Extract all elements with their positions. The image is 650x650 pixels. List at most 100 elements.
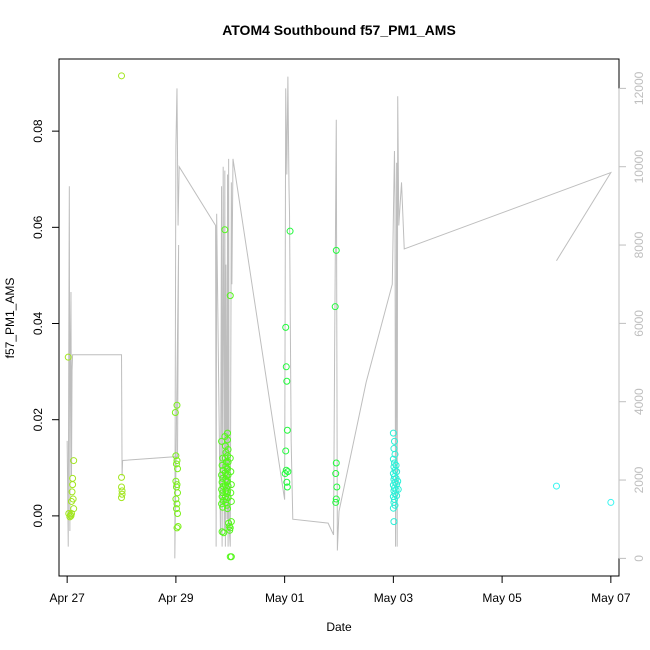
data-point bbox=[282, 323, 290, 331]
data-point bbox=[174, 522, 182, 530]
data-point bbox=[118, 72, 126, 80]
data-point bbox=[118, 473, 126, 481]
y2-tick-label: 6000 bbox=[632, 310, 646, 337]
data-point bbox=[282, 447, 290, 455]
x-tick-label: Apr 29 bbox=[158, 591, 194, 605]
data-point bbox=[283, 377, 291, 385]
data-point bbox=[282, 466, 290, 474]
data-point bbox=[68, 509, 75, 517]
data-point bbox=[393, 468, 401, 476]
data-point bbox=[226, 454, 234, 462]
y2-tick-label: 2000 bbox=[632, 466, 646, 493]
data-point bbox=[224, 458, 232, 466]
chart-title: ATOM4 Southbound f57_PM1_AMS bbox=[222, 22, 456, 38]
data-point bbox=[394, 485, 402, 493]
y2-tick-label: 12000 bbox=[632, 71, 646, 105]
data-point bbox=[227, 468, 235, 476]
data-point bbox=[333, 483, 341, 491]
y-tick-label: 0.04 bbox=[31, 312, 45, 336]
x-tick-label: May 07 bbox=[591, 591, 631, 605]
data-point bbox=[218, 485, 226, 493]
data-point bbox=[118, 494, 126, 502]
data-point bbox=[227, 518, 235, 526]
data-point bbox=[332, 495, 340, 503]
x-tick-label: May 01 bbox=[265, 591, 305, 605]
data-point bbox=[65, 509, 73, 517]
data-point bbox=[118, 487, 126, 495]
y2-tick-label: 10000 bbox=[632, 150, 646, 184]
data-point bbox=[224, 429, 232, 437]
data-point bbox=[171, 408, 179, 416]
data-point bbox=[332, 498, 340, 506]
data-point bbox=[607, 498, 615, 506]
data-point bbox=[218, 461, 226, 469]
data-point bbox=[223, 501, 231, 509]
data-point bbox=[173, 524, 181, 532]
data-point bbox=[227, 553, 235, 561]
data-point bbox=[389, 504, 397, 512]
y-axis-label: f57_PM1_AMS bbox=[3, 278, 17, 359]
data-point bbox=[224, 505, 232, 513]
data-point bbox=[224, 436, 232, 444]
y2-tick-label: 4000 bbox=[632, 388, 646, 415]
data-point bbox=[391, 450, 399, 458]
y-tick-label: 0.08 bbox=[31, 119, 45, 143]
data-point bbox=[69, 495, 77, 503]
x-axis-label: Date bbox=[326, 620, 352, 634]
data-point bbox=[332, 459, 340, 467]
data-point bbox=[118, 490, 126, 498]
data-point bbox=[394, 477, 402, 485]
data-point bbox=[286, 227, 294, 235]
data-point bbox=[226, 292, 234, 300]
axis-layer: Apr 27 Apr 29 May 01 May 03 May 05 May 07 0.00… bbox=[31, 71, 646, 605]
x-tick-label: May 05 bbox=[482, 591, 522, 605]
data-point bbox=[283, 478, 291, 486]
y2-tick-label: 0 bbox=[632, 555, 646, 562]
data-point bbox=[284, 468, 292, 476]
y-tick-label: 0.06 bbox=[31, 215, 45, 239]
x-tick-label: May 03 bbox=[374, 591, 414, 605]
data-point bbox=[172, 460, 180, 468]
data-point bbox=[283, 426, 291, 434]
data-point bbox=[332, 246, 340, 254]
data-point bbox=[70, 457, 78, 465]
data-point bbox=[173, 500, 181, 508]
data-point bbox=[173, 457, 181, 465]
data-point bbox=[69, 474, 77, 482]
data-point bbox=[220, 529, 228, 537]
series-line bbox=[66, 76, 613, 559]
data-point bbox=[227, 481, 235, 489]
data-point bbox=[221, 226, 229, 234]
data-point bbox=[393, 492, 401, 500]
data-point bbox=[174, 465, 182, 473]
data-point bbox=[218, 528, 226, 536]
line-layer bbox=[66, 76, 613, 559]
y-tick-label: 0.02 bbox=[31, 408, 45, 432]
data-point bbox=[173, 401, 181, 409]
data-point bbox=[282, 363, 290, 371]
data-point bbox=[389, 455, 397, 463]
data-point bbox=[174, 509, 182, 517]
y-tick-label: 0.00 bbox=[31, 504, 45, 528]
data-point bbox=[118, 483, 126, 491]
data-point bbox=[172, 505, 180, 513]
data-point bbox=[390, 518, 398, 526]
y2-tick-label: 8000 bbox=[632, 231, 646, 258]
point-layer bbox=[64, 72, 615, 561]
data-point bbox=[332, 470, 340, 478]
data-point bbox=[389, 429, 397, 437]
data-point bbox=[552, 482, 560, 490]
data-point bbox=[218, 471, 226, 479]
data-point bbox=[68, 488, 76, 496]
data-point bbox=[331, 303, 339, 311]
data-point bbox=[283, 483, 291, 491]
data-point bbox=[390, 437, 398, 445]
data-point bbox=[174, 489, 182, 497]
data-point bbox=[219, 503, 227, 511]
data-point bbox=[172, 495, 180, 503]
data-point bbox=[64, 353, 72, 361]
x-tick-label: Apr 27 bbox=[49, 591, 85, 605]
data-point bbox=[172, 452, 180, 460]
data-point bbox=[227, 497, 235, 505]
